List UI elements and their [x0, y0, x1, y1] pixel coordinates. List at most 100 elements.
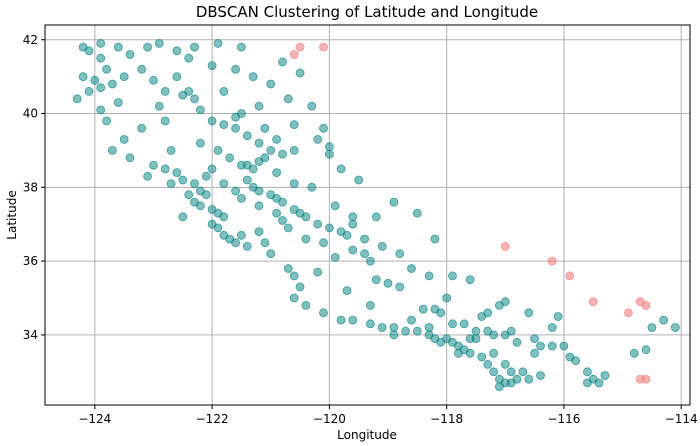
cluster-point — [418, 304, 428, 314]
cluster-point — [313, 134, 323, 144]
cluster-point — [278, 57, 287, 67]
y-axis-label: Latitude — [5, 190, 19, 239]
cluster-point — [96, 39, 106, 48]
noise-point — [641, 374, 651, 384]
cluster-point — [465, 348, 475, 358]
cluster-point — [459, 319, 469, 329]
cluster-point — [471, 326, 481, 336]
noise-point — [565, 271, 575, 281]
noise-point — [295, 42, 305, 52]
cluster-point — [84, 87, 94, 96]
cluster-point — [348, 315, 358, 325]
cluster-point — [137, 123, 147, 133]
cluster-point — [647, 323, 657, 332]
cluster-point — [389, 323, 399, 332]
x-tick-label: −122 — [196, 412, 229, 426]
cluster-point — [289, 293, 299, 303]
cluster-point — [96, 53, 106, 63]
cluster-point — [272, 168, 282, 178]
cluster-point — [72, 94, 82, 104]
cluster-point — [166, 145, 176, 155]
cluster-point — [278, 216, 287, 225]
cluster-point — [307, 182, 317, 192]
cluster-point — [453, 348, 463, 358]
cluster-point — [371, 212, 381, 222]
cluster-point — [254, 138, 264, 148]
cluster-point — [360, 249, 370, 259]
cluster-point — [295, 68, 305, 78]
cluster-point — [324, 149, 334, 159]
cluster-point — [365, 256, 375, 266]
cluster-point — [231, 123, 241, 133]
cluster-point — [125, 50, 135, 59]
y-tick-label: 42 — [23, 33, 38, 47]
cluster-point — [160, 164, 170, 174]
cluster-point — [242, 241, 252, 251]
cluster-point — [465, 334, 475, 344]
x-tick-label: −120 — [313, 412, 346, 426]
cluster-point — [313, 267, 323, 277]
cluster-point — [190, 94, 199, 104]
cluster-point — [412, 326, 422, 336]
cluster-point — [371, 275, 381, 285]
cluster-point — [629, 348, 639, 358]
cluster-point — [254, 101, 264, 111]
cluster-point — [430, 304, 440, 314]
cluster-point — [583, 367, 592, 377]
chart-title: DBSCAN Clustering of Latitude and Longit… — [196, 3, 538, 21]
cluster-point — [319, 123, 328, 133]
cluster-point — [84, 46, 94, 56]
cluster-point — [336, 227, 346, 237]
cluster-point — [336, 164, 346, 174]
cluster-point — [641, 345, 651, 355]
cluster-point — [90, 75, 100, 85]
cluster-point — [289, 271, 299, 281]
cluster-point — [231, 238, 241, 248]
x-tick-label: −118 — [430, 412, 463, 426]
noise-point — [641, 300, 651, 310]
cluster-point — [377, 323, 387, 332]
cluster-point — [266, 249, 276, 259]
cluster-point — [260, 123, 270, 133]
cluster-point — [154, 39, 164, 48]
noise-point — [547, 256, 557, 266]
cluster-point — [395, 282, 405, 292]
cluster-point — [231, 112, 241, 122]
cluster-point — [319, 238, 328, 248]
cluster-point — [160, 87, 170, 96]
cluster-point — [301, 300, 311, 310]
cluster-point — [289, 179, 299, 189]
cluster-point — [149, 75, 158, 85]
cluster-point — [307, 101, 317, 111]
cluster-point — [401, 326, 411, 336]
cluster-point — [506, 367, 516, 377]
noise-point — [500, 241, 510, 251]
plot-frame — [44, 24, 691, 406]
cluster-point — [172, 72, 182, 82]
x-axis-label: Longitude — [337, 428, 397, 442]
cluster-point — [360, 234, 370, 244]
cluster-point — [166, 179, 176, 189]
cluster-point — [219, 212, 229, 222]
cluster-point — [289, 120, 299, 129]
cluster-point — [213, 145, 223, 155]
cluster-point — [365, 300, 375, 310]
cluster-point — [172, 168, 182, 178]
cluster-point — [184, 87, 194, 96]
cluster-point — [348, 212, 358, 222]
cluster-point — [113, 42, 123, 52]
cluster-point — [260, 238, 270, 248]
cluster-point — [108, 79, 117, 89]
cluster-point — [354, 175, 364, 185]
cluster-point — [190, 42, 199, 52]
cluster-point — [583, 378, 592, 388]
cluster-point — [512, 337, 522, 347]
cluster-point — [201, 171, 211, 181]
cluster-point — [465, 275, 475, 285]
cluster-point — [102, 64, 111, 74]
cluster-point — [266, 145, 276, 155]
cluster-point — [489, 348, 499, 358]
cluster-point — [530, 348, 539, 358]
x-tick-label: −116 — [547, 412, 580, 426]
cluster-point — [348, 219, 358, 229]
